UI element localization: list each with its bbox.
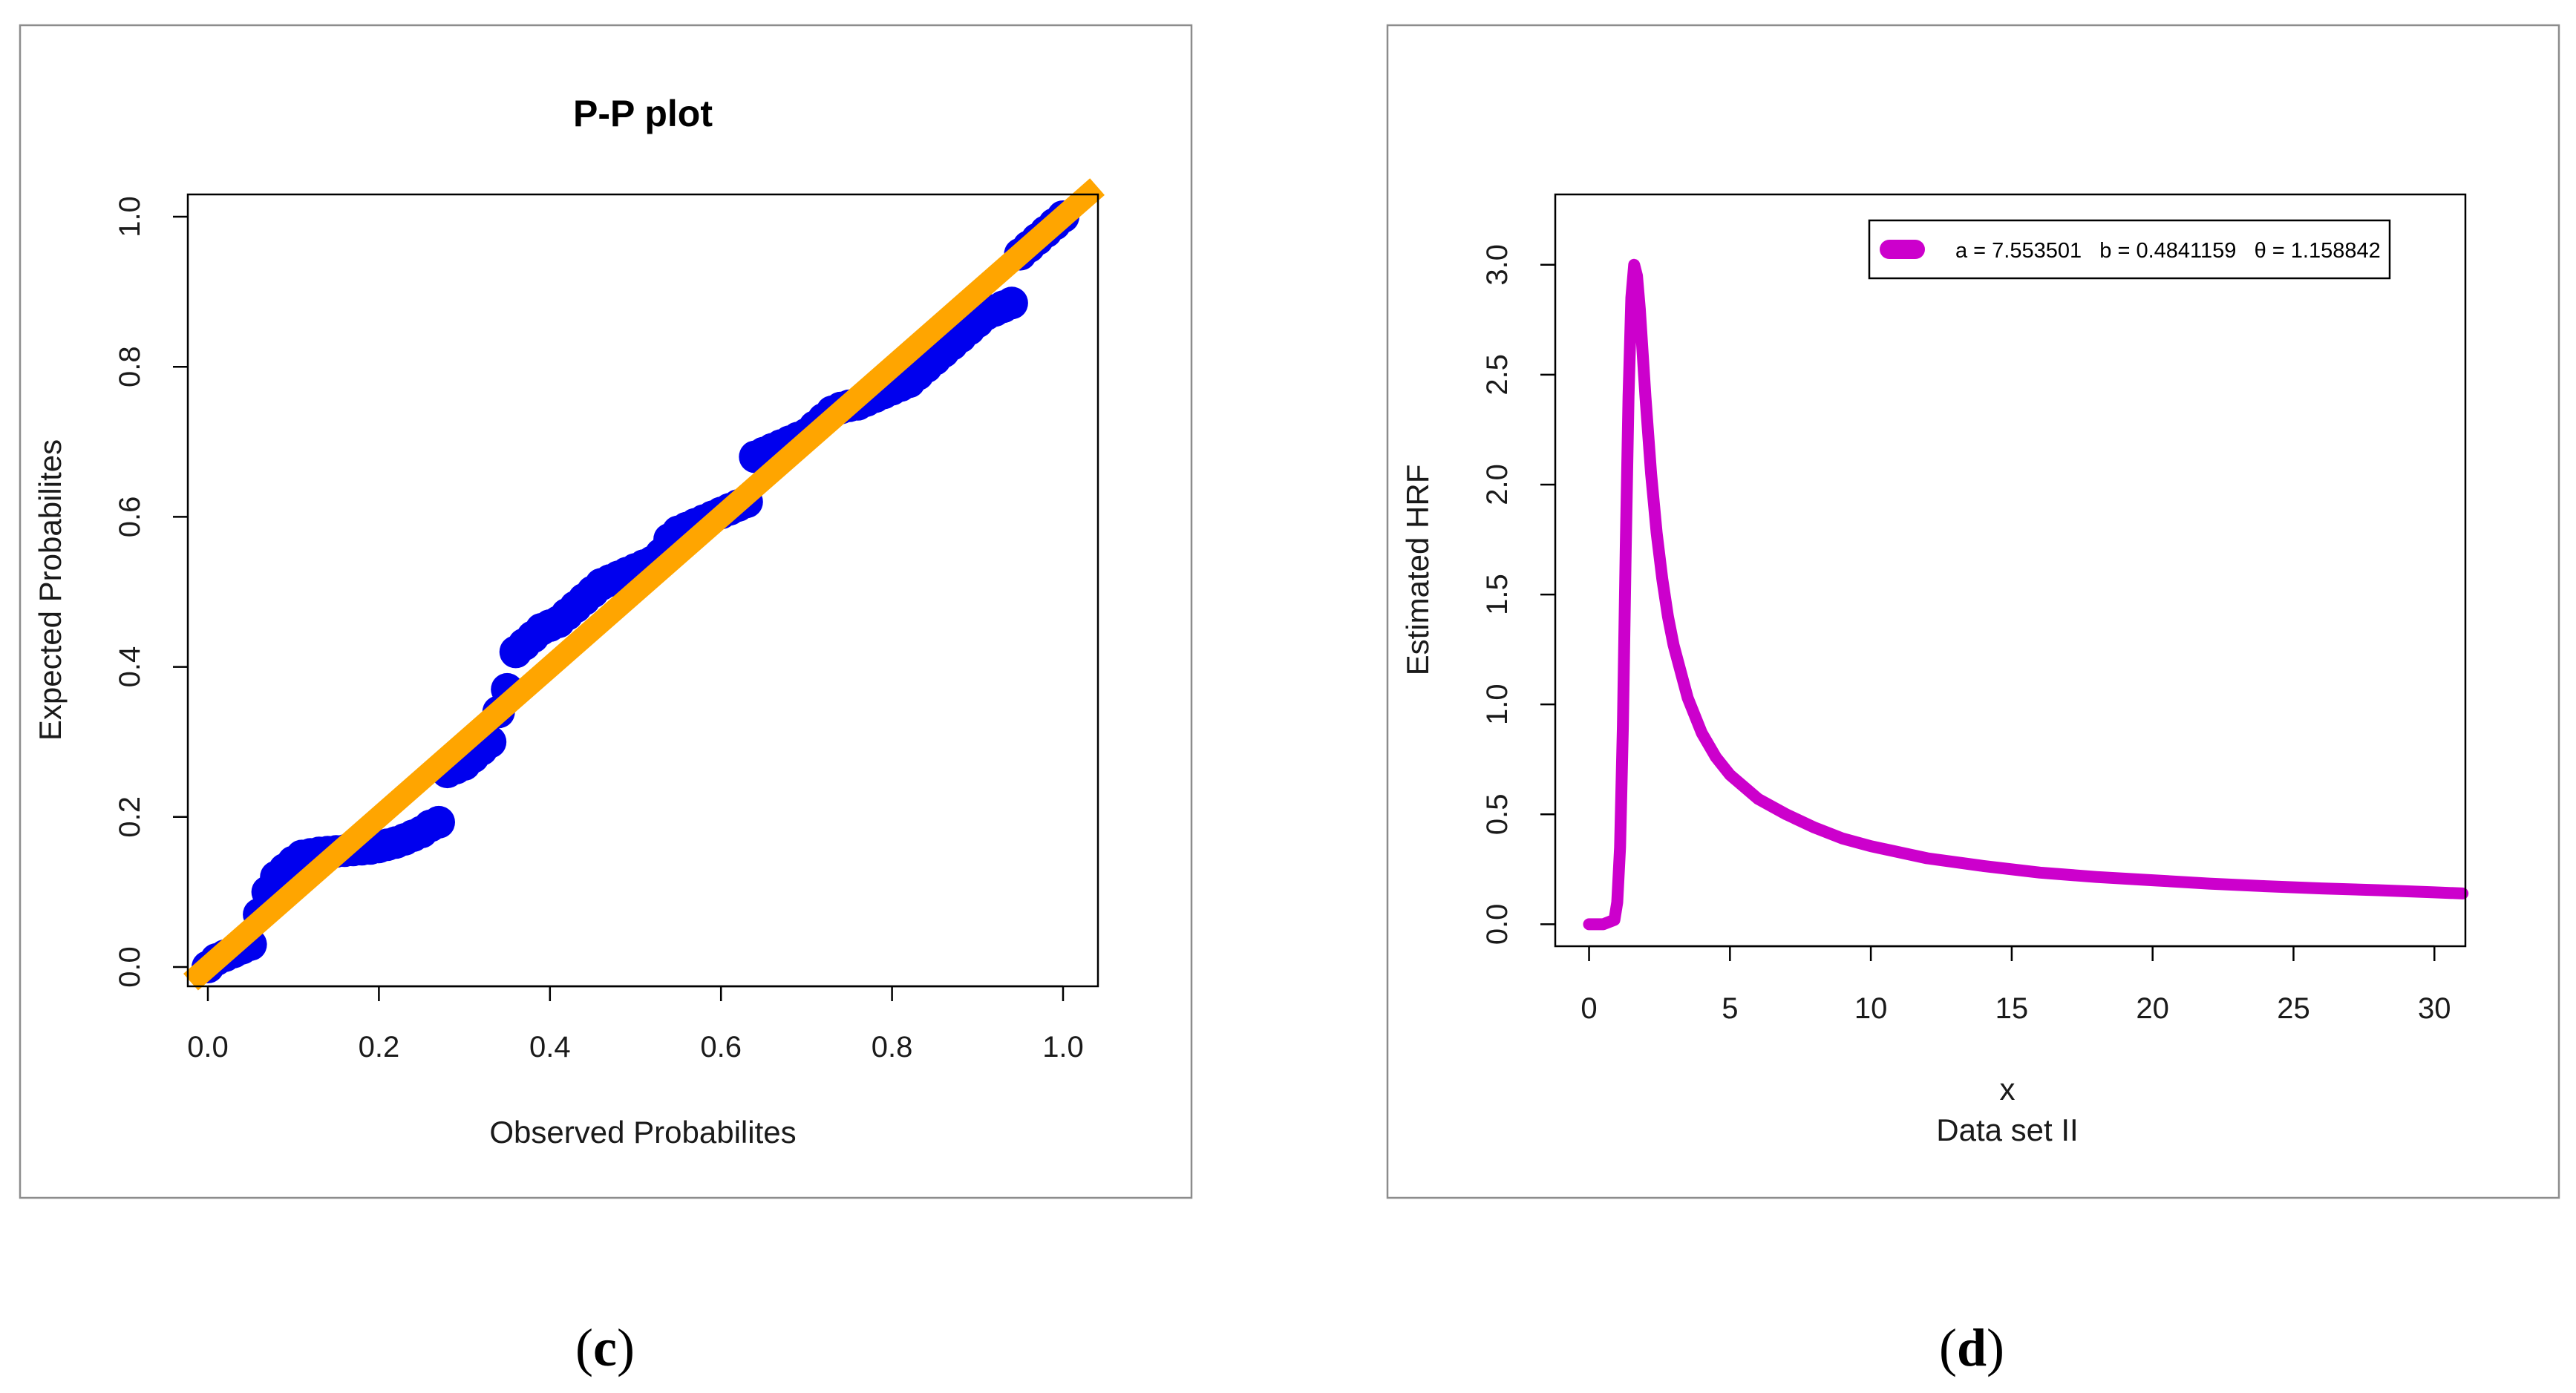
hrf-x-axis-title: x xyxy=(2000,1072,2016,1107)
pp-y-tick-label-4: 0.8 xyxy=(114,346,146,387)
pp-reference-line xyxy=(183,178,1105,991)
caption-c: (c) xyxy=(575,1318,635,1377)
hrf-x-tick-label-4: 20 xyxy=(2136,992,2169,1025)
hrf-x-tick-label-6: 30 xyxy=(2418,992,2451,1025)
hrf-x-axis-subtitle: Data set II xyxy=(1936,1112,2078,1147)
pp-point-27 xyxy=(422,805,455,839)
hrf-y-tick-label-6: 3.0 xyxy=(1481,244,1514,286)
hrf-y-tick-label-1: 0.5 xyxy=(1481,793,1514,835)
panel-c-frame xyxy=(19,24,1193,1199)
pp-plot-title: P-P plot xyxy=(573,93,713,134)
hrf-legend-label: a = 7.553501 b = 0.4841159 θ = 1.158842 xyxy=(1955,239,2381,263)
hrf-y-tick-label-0: 0.0 xyxy=(1481,904,1514,945)
hrf-curve xyxy=(1583,258,2469,931)
panel-c: P-P plot 0.0 0.2 0.4 0.6 0.8 1.0 0.0 0.2 0.4 0.6… xyxy=(19,24,1193,1199)
pp-x-tick-label-4: 0.8 xyxy=(872,1031,913,1063)
hrf-x-tick-label-2: 10 xyxy=(1854,992,1888,1025)
hrf-y-tick-label-4: 2.0 xyxy=(1481,464,1514,505)
pp-y-tick-label-5: 1.0 xyxy=(114,196,146,237)
pp-y-axis-title: Expected Probabilites xyxy=(33,439,68,741)
pp-y-tick-label-2: 0.4 xyxy=(114,646,146,688)
pp-x-tick-label-3: 0.6 xyxy=(700,1031,742,1063)
hrf-x-tick-label-1: 5 xyxy=(1722,992,1738,1025)
pp-x-axis: 0.0 0.2 0.4 0.6 0.8 1.0 xyxy=(187,985,1084,1063)
hrf-y-axis-title: Estimated HRF xyxy=(1400,465,1435,676)
pp-x-tick-label-5: 1.0 xyxy=(1042,1031,1084,1063)
hrf-plot-area xyxy=(1554,193,2467,948)
hrf-x-tick-label-0: 0 xyxy=(1580,992,1597,1025)
pp-y-tick-label-1: 0.2 xyxy=(114,796,146,838)
hrf-x-axis: 0 5 10 15 20 25 30 xyxy=(1580,945,2451,1025)
caption-d-letter: d xyxy=(1957,1318,1987,1377)
pp-y-tick-label-0: 0.0 xyxy=(114,946,146,988)
hrf-y-axis: 0.0 0.5 1.0 1.5 2.0 2.5 3.0 xyxy=(1481,244,1555,945)
pp-x-tick-label-2: 0.4 xyxy=(529,1031,571,1063)
pp-point-94 xyxy=(995,286,1028,320)
pp-y-axis: 0.0 0.2 0.4 0.6 0.8 1.0 xyxy=(114,196,188,988)
hrf-legend: a = 7.553501 b = 0.4841159 θ = 1.158842 xyxy=(1868,219,2391,280)
hrf-y-tick-label-3: 1.5 xyxy=(1481,574,1514,615)
hrf-x-tick-label-5: 25 xyxy=(2277,992,2310,1025)
caption-c-letter: c xyxy=(593,1318,617,1377)
panel-d: 0 5 10 15 20 25 30 0.0 0.5 1.0 1.5 2.0 2.5 3.0 x Dat… xyxy=(1386,24,2560,1199)
pp-x-tick-label-1: 0.2 xyxy=(359,1031,400,1063)
hrf-y-tick-label-5: 2.5 xyxy=(1481,354,1514,396)
pp-y-tick-label-3: 0.6 xyxy=(114,496,146,538)
pp-x-tick-label-0: 0.0 xyxy=(187,1031,229,1063)
hrf-y-tick-label-2: 1.0 xyxy=(1481,684,1514,725)
hrf-x-tick-label-3: 15 xyxy=(1995,992,2029,1025)
panel-d-frame xyxy=(1386,24,2560,1199)
hrf-legend-box xyxy=(1868,219,2391,280)
pp-x-axis-title: Observed Probabilites xyxy=(489,1115,796,1150)
caption-d: (d) xyxy=(1939,1318,2004,1377)
